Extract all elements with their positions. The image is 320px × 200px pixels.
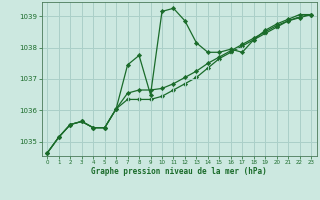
X-axis label: Graphe pression niveau de la mer (hPa): Graphe pression niveau de la mer (hPa) (91, 167, 267, 176)
